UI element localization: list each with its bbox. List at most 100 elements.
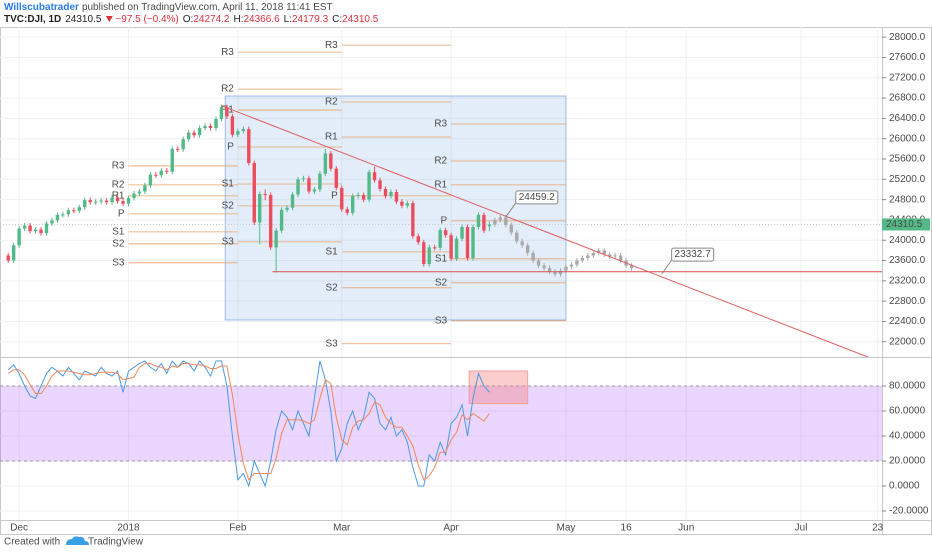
candle-body — [137, 191, 142, 194]
ohlc-label: C: — [332, 14, 342, 25]
pivot-label: R2 — [221, 84, 234, 95]
candle-body — [236, 131, 240, 135]
candle-body — [44, 223, 49, 234]
y-tick-label: 60.0000 — [889, 406, 926, 417]
candle-body — [476, 214, 481, 228]
candle-body — [460, 227, 464, 239]
candle-body — [17, 228, 21, 246]
candle-body — [274, 230, 278, 248]
candle-body — [296, 179, 300, 195]
candle-body — [88, 200, 92, 203]
pivot-label: P — [227, 142, 234, 153]
candle-body — [93, 201, 98, 203]
pivot-label: P — [331, 191, 338, 202]
y-tick-label: 24800.0 — [889, 194, 926, 205]
price-tag-label: 24310.5 — [886, 219, 923, 230]
candle-body — [203, 126, 207, 129]
candle-body — [367, 172, 371, 200]
published: published on TradingView.com, April 11, … — [82, 2, 333, 13]
pivot-label: S2 — [222, 201, 235, 212]
candle-body — [482, 214, 486, 231]
price-pane: R3R2R1PS1S2S3R3R2R1PS1S2S3R3R2R1PS1S2S3R… — [0, 27, 882, 357]
candle-body — [629, 265, 634, 269]
last-price: 24310.5 — [65, 14, 102, 25]
candle-body — [148, 174, 153, 186]
y-tick-label: 27200.0 — [889, 72, 926, 83]
y-tick-label: 26400.0 — [889, 113, 926, 124]
candle-body — [515, 232, 519, 242]
pivot-label: S3 — [435, 315, 448, 326]
candle-body — [454, 238, 459, 259]
candle-body — [307, 178, 311, 192]
y-tick-label: -20.0000 — [889, 506, 929, 517]
candle-body — [520, 241, 524, 246]
candle-body — [170, 148, 174, 172]
y-tick-label: 80.0000 — [889, 381, 926, 392]
y-tick-label: 22000.0 — [889, 336, 926, 347]
ohlc-label: O: — [183, 14, 194, 25]
pivot-label: R2 — [325, 97, 338, 108]
candle-body — [22, 225, 27, 229]
candle-body — [487, 224, 492, 227]
pivot-label: R3 — [434, 119, 447, 130]
candle-body — [422, 242, 426, 265]
candle-body — [258, 194, 262, 223]
y-tick-label: 25600.0 — [889, 154, 926, 165]
y-tick-label: 26000.0 — [889, 133, 926, 144]
candle-body — [558, 270, 563, 275]
y-tick-label: 20.0000 — [889, 456, 926, 467]
candle-body — [575, 260, 579, 265]
highlight-box — [468, 370, 529, 404]
x-tick-label: 23 — [872, 523, 884, 534]
pivot-label: R3 — [112, 161, 125, 172]
candle-body — [400, 201, 404, 206]
candle-body — [72, 210, 76, 212]
candle-body — [132, 193, 136, 199]
candle-body — [536, 260, 541, 266]
pivot-label: R3 — [221, 47, 234, 58]
candle-body — [542, 265, 546, 269]
candle-body — [591, 252, 595, 256]
candle-body — [290, 194, 295, 208]
candle-body — [208, 126, 213, 129]
callout-box — [671, 247, 715, 262]
pivot-label: P — [440, 216, 447, 227]
pivot-label: S3 — [112, 257, 125, 268]
candle-body — [356, 195, 360, 197]
candle-body — [405, 203, 410, 206]
candle-body — [268, 195, 273, 248]
pivot-label: S1 — [435, 253, 448, 264]
candle-body — [597, 250, 601, 253]
candle-body — [66, 210, 71, 215]
y-tick-label: 26800.0 — [889, 93, 926, 104]
candle-body — [318, 173, 322, 190]
ohlc-value: 24179.3 — [292, 14, 329, 25]
x-tick-label: Jul — [795, 523, 808, 534]
candle-body — [77, 207, 81, 211]
y-tick-label: 27600.0 — [889, 52, 926, 63]
candle-body — [394, 192, 399, 202]
candle-body — [279, 209, 284, 231]
pivot-label: S2 — [112, 238, 125, 249]
candle-body — [586, 255, 590, 258]
candle-body — [427, 247, 431, 265]
candle-body — [564, 266, 568, 271]
candle-body — [525, 245, 530, 253]
ohlc-label: L: — [284, 14, 292, 25]
candle-body — [110, 197, 114, 203]
stoch-line — [7, 363, 490, 481]
header-line-1: Willscubatrader published on TradingView.… — [4, 2, 333, 13]
x-tick-label: May — [556, 523, 575, 534]
candle-body — [83, 200, 87, 208]
candle-body — [55, 214, 60, 221]
pivot-label: S1 — [222, 179, 235, 190]
candle-body — [176, 148, 180, 150]
pivot-label: S2 — [435, 277, 448, 288]
y-tick-label: 0.0000 — [889, 481, 920, 492]
candle-body — [411, 203, 415, 237]
candle-body — [28, 225, 32, 232]
candle-body — [214, 118, 218, 129]
candle-body — [389, 192, 393, 197]
symbol: TVC:DJI, 1D — [4, 14, 61, 25]
